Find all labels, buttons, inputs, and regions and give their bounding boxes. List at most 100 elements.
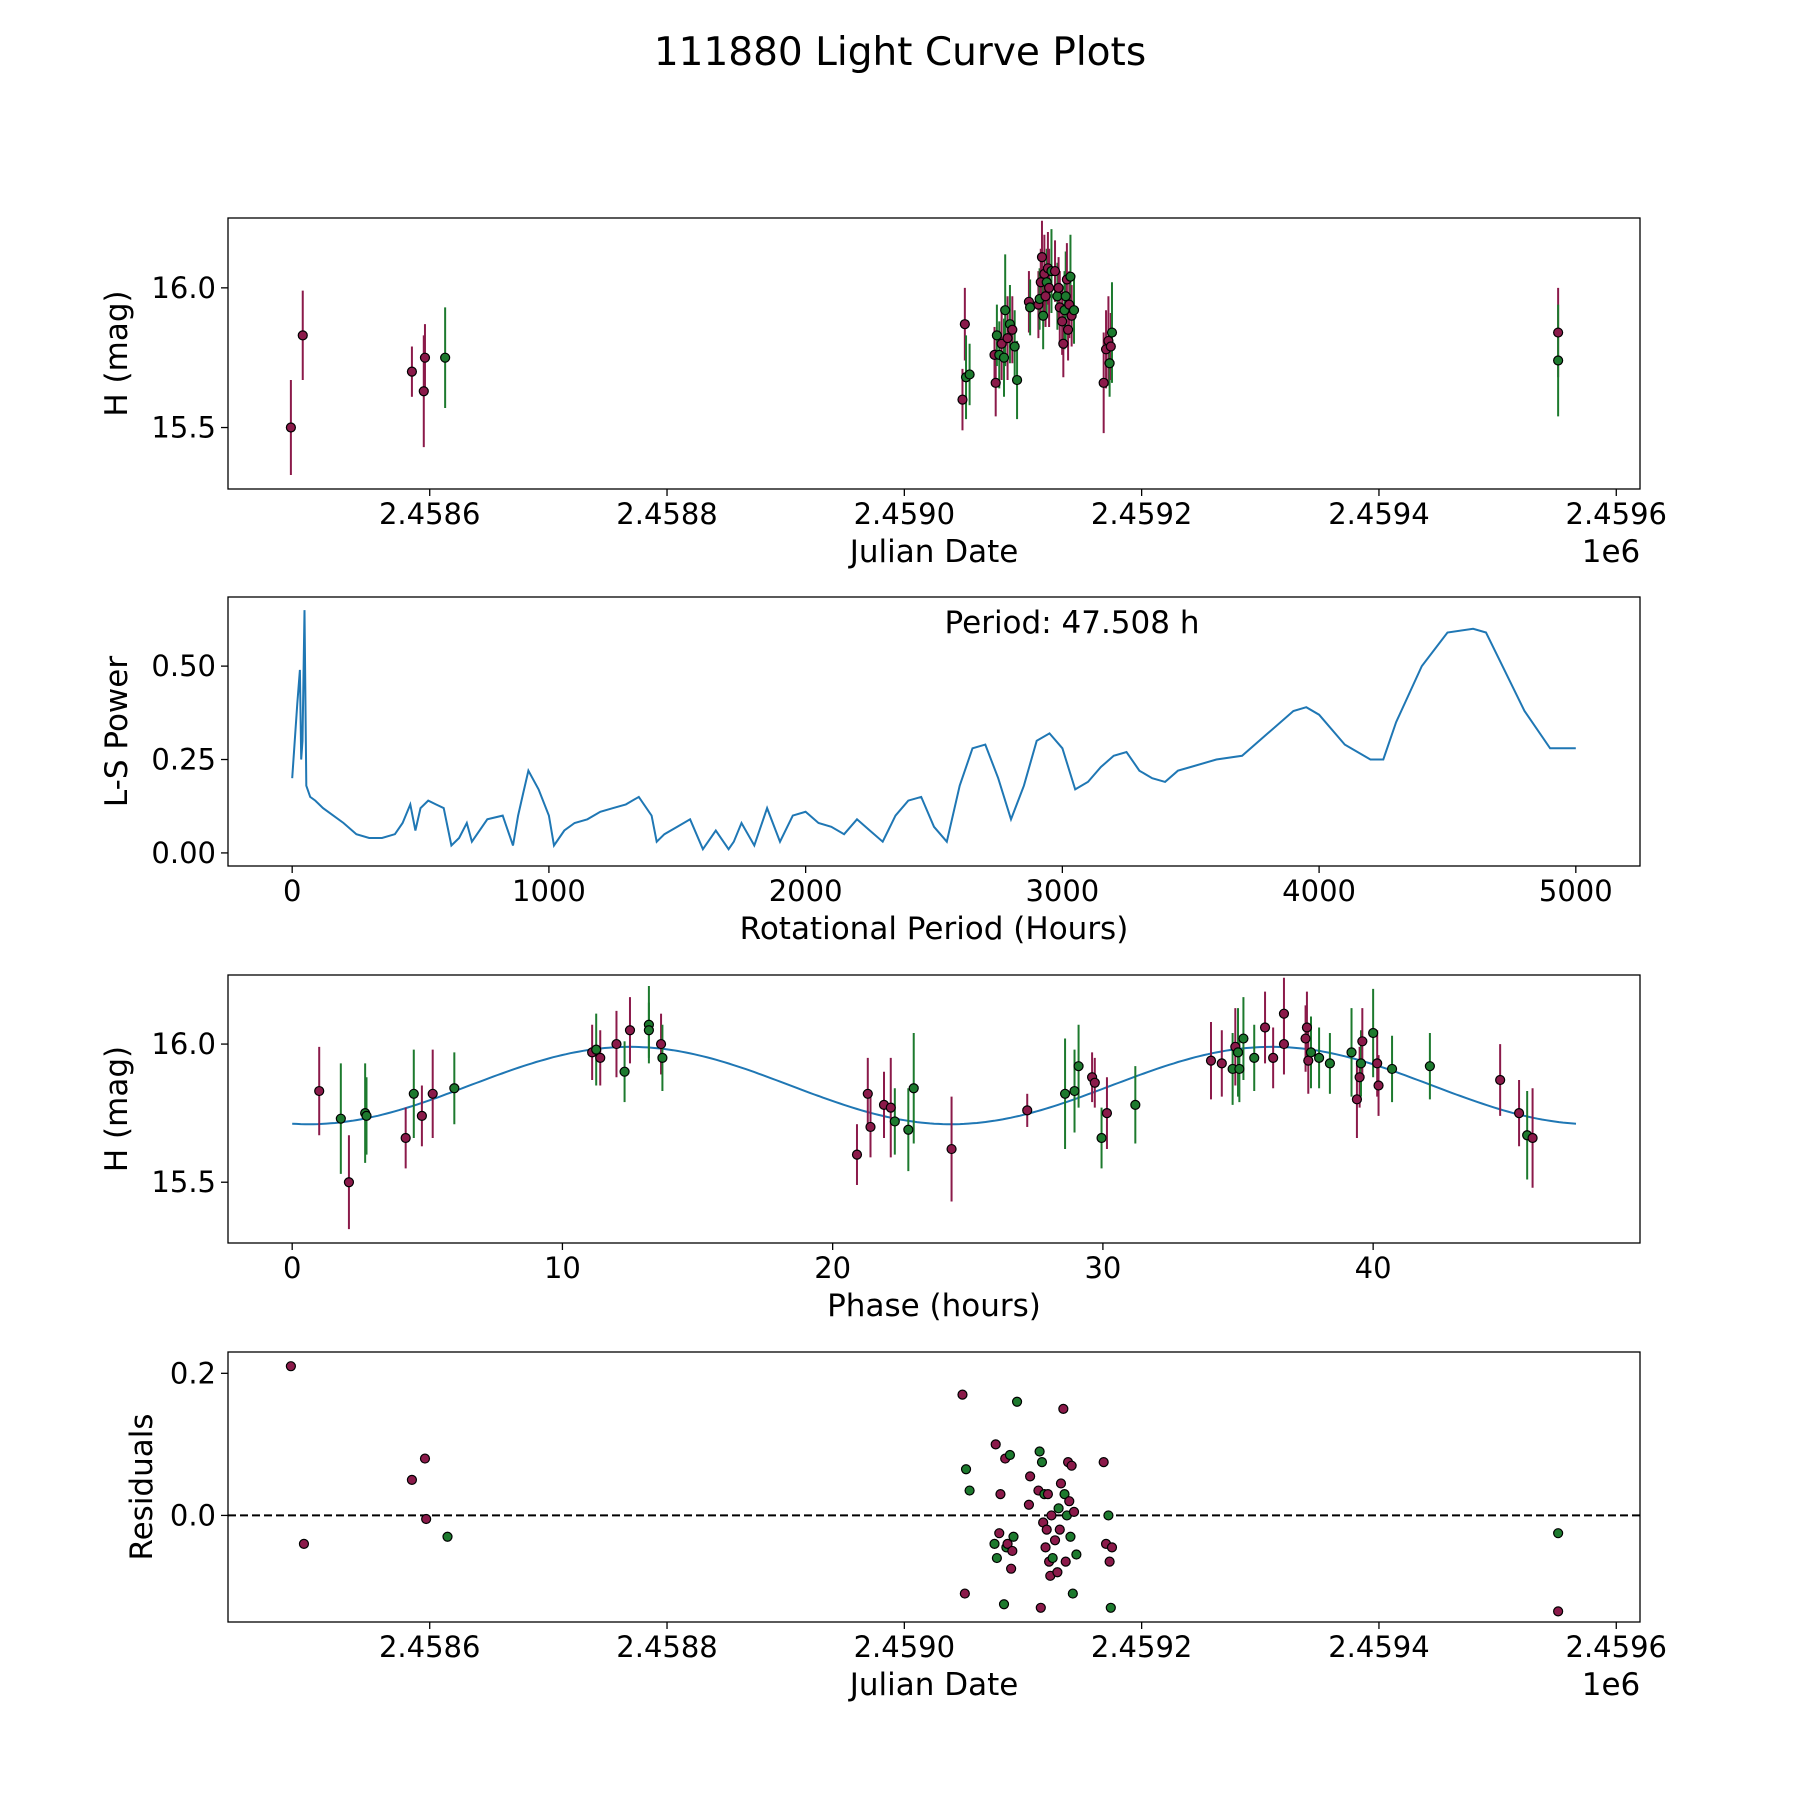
data-point	[1004, 1449, 1016, 1461]
data-point	[1386, 1063, 1398, 1075]
data-point	[1104, 1556, 1115, 1567]
data-point	[361, 1110, 372, 1122]
x-tick-label: 2.4586	[379, 497, 480, 531]
data-point	[1300, 1033, 1311, 1044]
axes-frame	[227, 596, 1641, 867]
data-point	[1008, 1531, 1019, 1542]
y-axis-label: H (mag)	[99, 1046, 135, 1172]
x-tick-label: 40	[1355, 1251, 1392, 1285]
y-axis-label: L-S Power	[99, 656, 135, 807]
data-point	[885, 1102, 896, 1113]
data-point	[964, 369, 975, 380]
data-point	[1000, 305, 1011, 316]
data-point	[998, 1599, 1010, 1610]
y-tick-label: 0.25	[151, 743, 216, 777]
periodogram-line	[291, 610, 1576, 852]
axes-frame	[227, 217, 1641, 490]
data-point	[957, 1389, 968, 1400]
plot-area	[292, 977, 1577, 1230]
y-tick-label: 0.50	[151, 649, 216, 683]
data-point	[619, 1066, 630, 1077]
panel-1: 2.4586 2.4588 2.4590 2.4592 2.4594 2.4596 15.5…	[99, 217, 1667, 570]
data-point	[946, 1143, 957, 1155]
data-point	[1055, 1478, 1067, 1489]
data-point	[1553, 1606, 1564, 1617]
data-point	[1372, 1058, 1383, 1069]
data-point	[1009, 341, 1020, 352]
x-tick-label: 10	[544, 1251, 581, 1285]
y-axis-label: Residuals	[124, 1413, 160, 1560]
x-tick-label: 0	[283, 1251, 301, 1285]
data-point	[427, 1088, 438, 1099]
data-point	[1059, 1489, 1070, 1500]
data-point	[1022, 1105, 1033, 1116]
data-point	[655, 1038, 667, 1050]
data-point	[1368, 1027, 1379, 1039]
data-point	[419, 352, 431, 363]
data-point	[1205, 1055, 1217, 1066]
data-point	[1066, 1460, 1077, 1471]
data-point	[862, 1088, 873, 1099]
y-tick-label: 0.2	[170, 1356, 216, 1390]
data-point	[1059, 1088, 1071, 1099]
x-tick-label: 1000	[512, 874, 586, 908]
data-point	[1104, 358, 1115, 369]
data-point	[343, 1177, 355, 1188]
data-point	[419, 1453, 431, 1464]
x-tick-label: 2.4592	[1091, 497, 1192, 531]
data-point	[1527, 1132, 1538, 1144]
x-axis-label: Julian Date	[848, 1667, 1019, 1703]
data-point	[1301, 1022, 1313, 1033]
data-point	[1068, 1506, 1080, 1517]
data-point	[1130, 1099, 1141, 1110]
data-point	[851, 1149, 863, 1160]
data-point	[1064, 1496, 1075, 1507]
data-point	[1052, 1567, 1063, 1578]
panel-2: 0 1000 2000 3000 4000 5000 0.00 0.25 0.50 Rotatio…	[99, 596, 1641, 947]
data-point	[1103, 1510, 1114, 1521]
data-point	[1053, 1503, 1064, 1514]
data-point	[1354, 1072, 1365, 1083]
data-point	[991, 1552, 1002, 1564]
data-point	[1047, 1552, 1058, 1564]
data-point	[1355, 1058, 1367, 1069]
data-point	[1105, 1602, 1116, 1613]
data-point	[1006, 1563, 1017, 1574]
data-point	[1002, 333, 1013, 344]
data-point	[1089, 1077, 1100, 1088]
data-point	[1098, 1457, 1109, 1468]
y-tick-label: 16.0	[151, 1027, 216, 1061]
y-tick-label: 0.0	[170, 1498, 216, 1532]
x-tick-label: 30	[1084, 1251, 1121, 1285]
x-tick-label: 2.4588	[616, 497, 717, 531]
data-point	[1060, 1556, 1071, 1567]
y-tick-label: 0.00	[151, 836, 216, 870]
axes-frame	[227, 1351, 1641, 1623]
data-point	[1040, 1542, 1051, 1553]
data-point	[1049, 265, 1061, 277]
x-tick-label: 2.4594	[1328, 1630, 1429, 1664]
data-point	[595, 1052, 606, 1063]
data-point	[1023, 1499, 1035, 1510]
plot-area	[291, 610, 1576, 852]
data-point	[998, 352, 1010, 363]
data-point	[1046, 1510, 1057, 1521]
data-point	[1268, 1052, 1279, 1063]
x-tick-label: 2.4594	[1328, 497, 1429, 531]
data-point	[908, 1083, 919, 1094]
data-point	[297, 330, 308, 341]
data-point	[1234, 1063, 1245, 1075]
data-point	[1068, 305, 1080, 316]
data-point	[1036, 252, 1048, 263]
y-tick-label: 15.5	[151, 411, 216, 445]
x-tick-label: 20	[814, 1251, 851, 1285]
data-point	[964, 1485, 975, 1496]
data-point	[1011, 1396, 1023, 1407]
data-point	[1036, 1457, 1048, 1468]
data-point	[1002, 1538, 1013, 1549]
data-point	[991, 330, 1002, 341]
data-point	[1073, 1061, 1084, 1072]
y-tick-label: 16.0	[151, 271, 216, 305]
data-point	[1052, 291, 1063, 302]
